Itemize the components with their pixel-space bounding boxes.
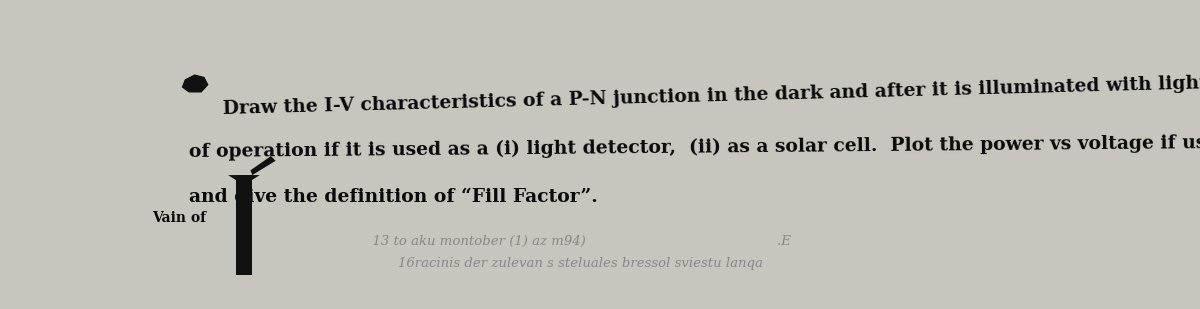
Polygon shape <box>251 156 276 175</box>
Polygon shape <box>228 175 259 180</box>
Text: Draw the I-V characteristics of a P-N junction in the dark and after it is illum: Draw the I-V characteristics of a P-N ju… <box>222 70 1200 118</box>
Polygon shape <box>182 75 208 92</box>
Bar <box>235 175 252 275</box>
Text: of operation if it is used as a (i) light detector,  (ii) as a solar cell.  Plot: of operation if it is used as a (i) ligh… <box>190 132 1200 161</box>
Text: Vain of: Vain of <box>152 211 206 225</box>
Text: and give the definition of “Fill Factor”.: and give the definition of “Fill Factor”… <box>190 187 598 206</box>
Text: 13 to aku montober (1) az m94)                                             .E: 13 to aku montober (1) az m94) .E <box>262 235 791 248</box>
Text: 16racinis der zulevan s steluales bressol sviestu lanqa: 16racinis der zulevan s steluales bresso… <box>262 256 762 270</box>
